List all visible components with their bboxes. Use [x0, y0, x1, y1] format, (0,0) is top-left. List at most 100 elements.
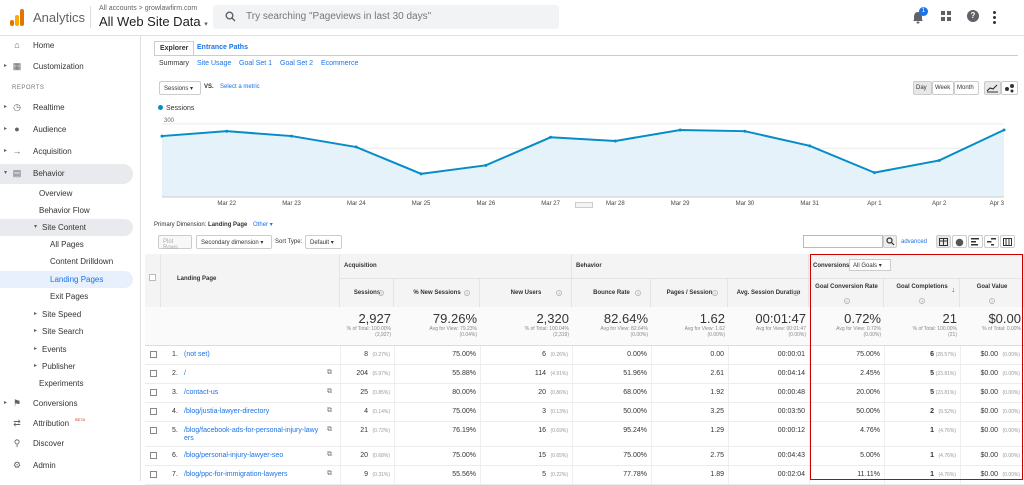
row-checkbox[interactable] — [150, 389, 157, 396]
table-row[interactable]: 2. / ⧉ 204 (6.97%) 55.88% 114 (4.91%) 51.96% 2.… — [145, 365, 1024, 384]
data-point[interactable] — [678, 128, 682, 132]
line-chart-toggle[interactable] — [984, 81, 1001, 95]
nav-home[interactable]: ⌂ Home — [0, 36, 141, 56]
nav-exit-pages[interactable]: Exit Pages — [50, 292, 89, 301]
subtab-summary[interactable]: Summary — [159, 60, 189, 67]
subtab-site-usage[interactable]: Site Usage — [197, 60, 232, 67]
search-input[interactable]: Try searching "Pageviews in last 30 days… — [213, 5, 559, 29]
subtab-ecommerce[interactable]: Ecommerce — [321, 60, 359, 67]
data-point[interactable] — [160, 134, 164, 138]
nav-behavior-flow[interactable]: Behavior Flow — [39, 206, 90, 215]
subtab-goal-set-1[interactable]: Goal Set 1 — [239, 60, 273, 67]
nav-site-speed[interactable]: ▸ Site Speed — [34, 310, 82, 319]
period-day-button[interactable]: Day — [913, 81, 932, 95]
nav-content-drilldown[interactable]: Content Drilldown — [50, 257, 114, 266]
nav-all-pages[interactable]: All Pages — [50, 240, 84, 249]
row-checkbox[interactable] — [150, 471, 157, 478]
data-point[interactable] — [290, 134, 294, 138]
open-page-icon[interactable]: ⧉ — [327, 470, 332, 477]
tab-explorer[interactable]: Explorer — [154, 41, 195, 55]
nav-site-search[interactable]: ▸ Site Search — [34, 327, 84, 336]
nav-experiments[interactable]: Experiments — [39, 379, 84, 388]
data-point[interactable] — [484, 163, 488, 167]
data-point[interactable] — [937, 158, 941, 162]
column-header-pages-per-session[interactable]: Pages / Session? — [651, 279, 728, 307]
landing-page-link[interactable]: /blog/ppc-for-immigration-lawyers — [184, 471, 288, 478]
nav-overview[interactable]: Overview — [39, 189, 73, 198]
data-point[interactable] — [613, 139, 617, 143]
landing-page-link[interactable]: /blog/personal-injury-lawyer-seo — [184, 452, 284, 459]
data-point[interactable] — [549, 135, 553, 139]
subtab-goal-set-2[interactable]: Goal Set 2 — [280, 60, 314, 67]
more-vert-icon[interactable] — [993, 10, 997, 24]
plot-rows-button[interactable]: Plot Rows — [158, 235, 192, 251]
data-point[interactable] — [743, 129, 747, 133]
landing-page-link[interactable]: (not set) — [184, 351, 210, 358]
metric-selector[interactable]: Sessions ▾ — [159, 81, 201, 95]
data-view-button[interactable] — [936, 235, 951, 248]
table-row[interactable]: 3. /contact-us ⧉ 25 (0.85%) 80.00% 20 (0.86%)… — [145, 384, 1024, 403]
sort-desc-icon[interactable]: ↓ — [951, 287, 956, 294]
column-header-goal-value[interactable]: Goal Value? — [960, 279, 1024, 307]
open-page-icon[interactable]: ⧉ — [327, 451, 332, 458]
sort-type-select[interactable]: Default ▾ — [305, 235, 342, 249]
performance-view-button[interactable] — [968, 235, 983, 248]
column-header-avg-session-duration[interactable]: Avg. Session Duration? — [728, 279, 809, 307]
dimension-value[interactable]: Landing Page — [208, 222, 248, 228]
motion-chart-toggle[interactable] — [1001, 81, 1018, 95]
analytics-logo[interactable] — [10, 9, 26, 26]
help-icon[interactable]: ? — [378, 290, 384, 296]
open-page-icon[interactable]: ⧉ — [327, 407, 332, 414]
landing-page-link[interactable]: /blog/facebook-ads-for-personal-injury-l… — [184, 427, 319, 442]
help-icon[interactable]: ? — [635, 290, 641, 296]
nav-realtime[interactable]: ▸ ◷ Realtime — [4, 102, 65, 112]
pivot-view-button[interactable] — [1000, 235, 1015, 248]
row-checkbox[interactable] — [150, 351, 157, 358]
help-icon[interactable]: ? — [793, 290, 799, 296]
column-header-sessions[interactable]: Sessions? — [340, 279, 394, 307]
data-point[interactable] — [872, 171, 876, 175]
select-metric-link[interactable]: Select a metric — [220, 84, 260, 90]
percentage-view-button[interactable] — [952, 235, 967, 248]
nav-admin[interactable]: ⚙ Admin — [12, 460, 56, 470]
row-checkbox[interactable] — [150, 452, 157, 459]
goal-selector[interactable]: All Goals ▾ — [849, 259, 891, 271]
table-row[interactable]: 5. /blog/facebook-ads-for-personal-injury… — [145, 422, 1024, 447]
landing-page-link[interactable]: / — [184, 370, 186, 377]
help-icon[interactable]: ? — [989, 298, 995, 304]
nav-acquisition[interactable]: ▸ → Acquisition — [4, 146, 72, 156]
nav-events[interactable]: ▸ Events — [34, 345, 67, 354]
help-icon[interactable]: ? — [712, 290, 718, 296]
data-point[interactable] — [419, 172, 423, 176]
period-month-button[interactable]: Month — [954, 81, 979, 95]
tab-entrance-paths[interactable]: Entrance Paths — [197, 44, 248, 51]
help-icon[interactable]: ? — [464, 290, 470, 296]
table-row[interactable]: 1. (not set) 8 (0.27%) 75.00% 6 (0.26%) 0.00%… — [145, 346, 1024, 365]
row-checkbox[interactable] — [150, 370, 157, 377]
help-icon[interactable]: ? — [556, 290, 562, 296]
table-filter-input[interactable] — [803, 235, 883, 248]
nav-landing-pages[interactable]: Landing Pages — [0, 271, 133, 288]
data-point[interactable] — [225, 129, 229, 133]
nav-site-content[interactable]: ▾ Site Content — [0, 219, 133, 236]
table-row[interactable]: 7. /blog/ppc-for-immigration-lawyers ⧉ 9 (0… — [145, 466, 1024, 485]
open-page-icon[interactable]: ⧉ — [327, 369, 332, 376]
nav-publisher[interactable]: ▸ Publisher — [34, 362, 76, 371]
select-all-checkbox[interactable] — [149, 274, 156, 281]
table-row[interactable]: 4. /blog/justia-lawyer-directory ⧉ 4 (0.14%… — [145, 403, 1024, 422]
help-icon[interactable]: ? — [919, 298, 925, 304]
landing-page-link[interactable]: /blog/justia-lawyer-directory — [184, 408, 270, 415]
data-point[interactable] — [354, 145, 358, 149]
column-header-goal-conversion-rate[interactable]: Goal Conversion Rate? — [809, 279, 884, 307]
help-icon[interactable]: ? — [967, 10, 979, 22]
help-icon[interactable]: ? — [843, 298, 850, 304]
table-row[interactable]: 6. /blog/personal-injury-lawyer-seo ⧉ 20 (0… — [145, 447, 1024, 466]
property-selector[interactable]: All Web Site Data ▾ — [99, 14, 208, 29]
table-search-button[interactable] — [883, 235, 897, 248]
data-point[interactable] — [1002, 128, 1006, 132]
secondary-dimension-select[interactable]: Secondary dimension ▾ — [196, 235, 272, 249]
row-checkbox[interactable] — [150, 427, 157, 434]
nav-behavior[interactable]: ▾ ▤ Behavior — [0, 164, 133, 184]
column-header-bounce-rate[interactable]: Bounce Rate? — [572, 279, 651, 307]
period-week-button[interactable]: Week — [932, 81, 954, 95]
